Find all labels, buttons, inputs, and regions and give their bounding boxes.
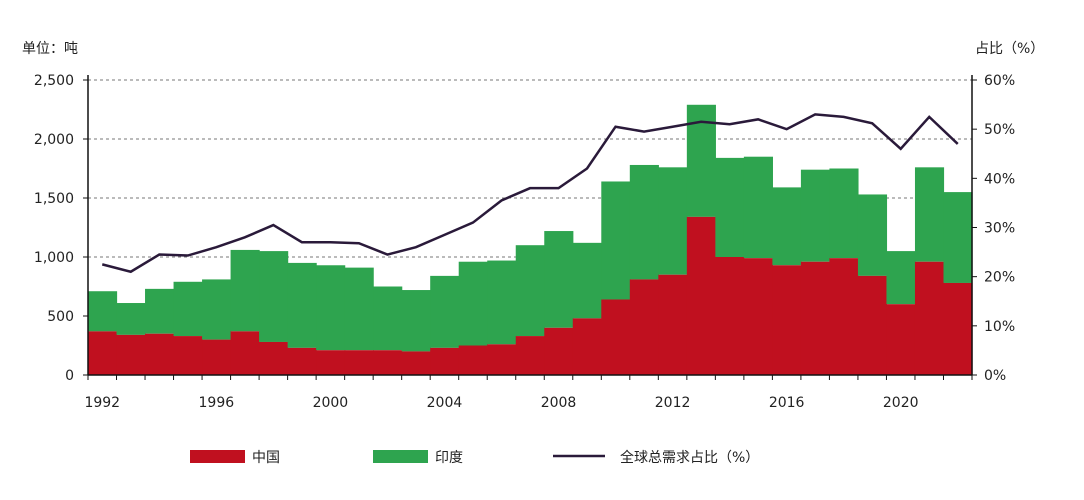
bar-china-2018 (829, 258, 859, 375)
y-left-tick-label: 2,000 (34, 132, 74, 148)
x-tick-label: 2004 (427, 395, 463, 411)
bar-china-2017 (800, 261, 831, 375)
bar-china-2016 (772, 265, 802, 375)
bar-india-1995 (173, 281, 203, 337)
bar-china-2004 (430, 347, 460, 375)
bar-china-2003 (401, 351, 431, 375)
bar-india-1994 (145, 288, 175, 334)
bar-china-2005 (458, 345, 488, 375)
x-tick-label: 2012 (655, 395, 691, 411)
y-right-tick-label: 20% (984, 270, 1015, 286)
y-right-label: 占比（%） (975, 41, 1044, 57)
bar-china-1992 (88, 331, 118, 375)
bar-india-2009 (572, 242, 602, 319)
bar-china-1993 (116, 334, 146, 375)
legend-swatch-china (190, 450, 245, 463)
share-line (101, 113, 959, 274)
bar-india-1992 (88, 291, 118, 332)
bar-china-1999 (287, 347, 317, 375)
bar-china-2006 (487, 344, 517, 375)
bar-india-2008 (544, 231, 574, 328)
x-tick-label: 2000 (313, 395, 349, 411)
bar-india-2015 (743, 156, 773, 259)
bar-india-2002 (373, 286, 403, 351)
bar-india-2004 (430, 275, 460, 348)
bar-india-2018 (829, 168, 859, 259)
bar-china-2014 (715, 257, 745, 375)
bar-india-2014 (715, 157, 745, 257)
bar-china-2009 (572, 318, 602, 375)
y-right-tick-label: 0% (984, 368, 1006, 384)
bar-india-2016 (772, 187, 802, 266)
y-right-tick-label: 50% (984, 122, 1015, 138)
bar-india-2006 (487, 260, 517, 345)
legend: 中国 印度 全球总需求占比（%） (190, 449, 759, 466)
bar-china-1998 (259, 341, 289, 375)
bar-india-1997 (230, 249, 260, 332)
y-right-tick-label: 40% (984, 171, 1015, 187)
legend-swatch-india (373, 450, 428, 463)
bar-china-2000 (316, 350, 346, 375)
bar-china-1994 (145, 333, 175, 375)
bar-china-2011 (629, 279, 659, 375)
legend-label-share: 全球总需求占比（%） (620, 449, 759, 466)
y-left-label: 单位：吨 (22, 41, 78, 57)
bar-china-1996 (202, 339, 232, 375)
bar-india-2020 (886, 251, 916, 305)
bar-china-2019 (857, 275, 888, 375)
bar-india-2021 (914, 167, 945, 262)
bar-china-2002 (373, 350, 403, 375)
bar-india-2007 (515, 245, 545, 337)
legend-label-china: 中国 (252, 450, 280, 466)
bar-india-2017 (800, 169, 831, 262)
bar-india-2001 (344, 267, 374, 351)
bar-india-2012 (658, 167, 688, 275)
bar-china-2022 (943, 282, 973, 375)
bar-india-2000 (316, 265, 346, 351)
y-left-tick-label: 2,500 (34, 73, 74, 89)
y-right-tick-label: 30% (984, 221, 1015, 237)
bar-india-2005 (458, 261, 488, 346)
bar-china-1997 (230, 331, 260, 375)
y-left-tick-label: 1,000 (34, 250, 74, 266)
bar-india-2010 (601, 181, 631, 300)
y-left-tick-label: 1,500 (34, 191, 74, 207)
x-tick-label: 1992 (84, 395, 120, 411)
bar-india-1999 (287, 262, 317, 348)
bar-china-2020 (886, 304, 916, 375)
bar-china-2008 (544, 327, 574, 375)
bar-india-1993 (116, 303, 146, 335)
bar-china-2021 (914, 261, 945, 375)
bar-india-2003 (401, 290, 431, 352)
bar-china-2015 (743, 258, 773, 375)
x-tick-label: 2020 (883, 395, 919, 411)
bar-india-1996 (202, 279, 232, 340)
y-right-tick-label: 10% (984, 319, 1015, 335)
x-tick-label: 1996 (199, 395, 235, 411)
bar-india-2022 (943, 192, 973, 283)
y-right-tick-label: 60% (984, 73, 1015, 89)
bar-india-2011 (629, 164, 659, 280)
bar-china-1995 (173, 336, 203, 375)
y-left-tick-label: 500 (47, 309, 74, 325)
legend-label-india: 印度 (435, 450, 463, 466)
x-tick-label: 2016 (769, 395, 805, 411)
bar-india-2019 (857, 194, 888, 276)
bar-china-2013 (686, 216, 716, 375)
bar-india-1998 (259, 251, 289, 342)
bar-china-2007 (515, 336, 545, 375)
bar-china-2012 (658, 274, 688, 375)
bar-china-2001 (344, 350, 374, 375)
y-left-tick-label: 0 (65, 368, 74, 384)
x-tick-label: 2008 (541, 395, 577, 411)
bar-china-2010 (601, 299, 631, 375)
